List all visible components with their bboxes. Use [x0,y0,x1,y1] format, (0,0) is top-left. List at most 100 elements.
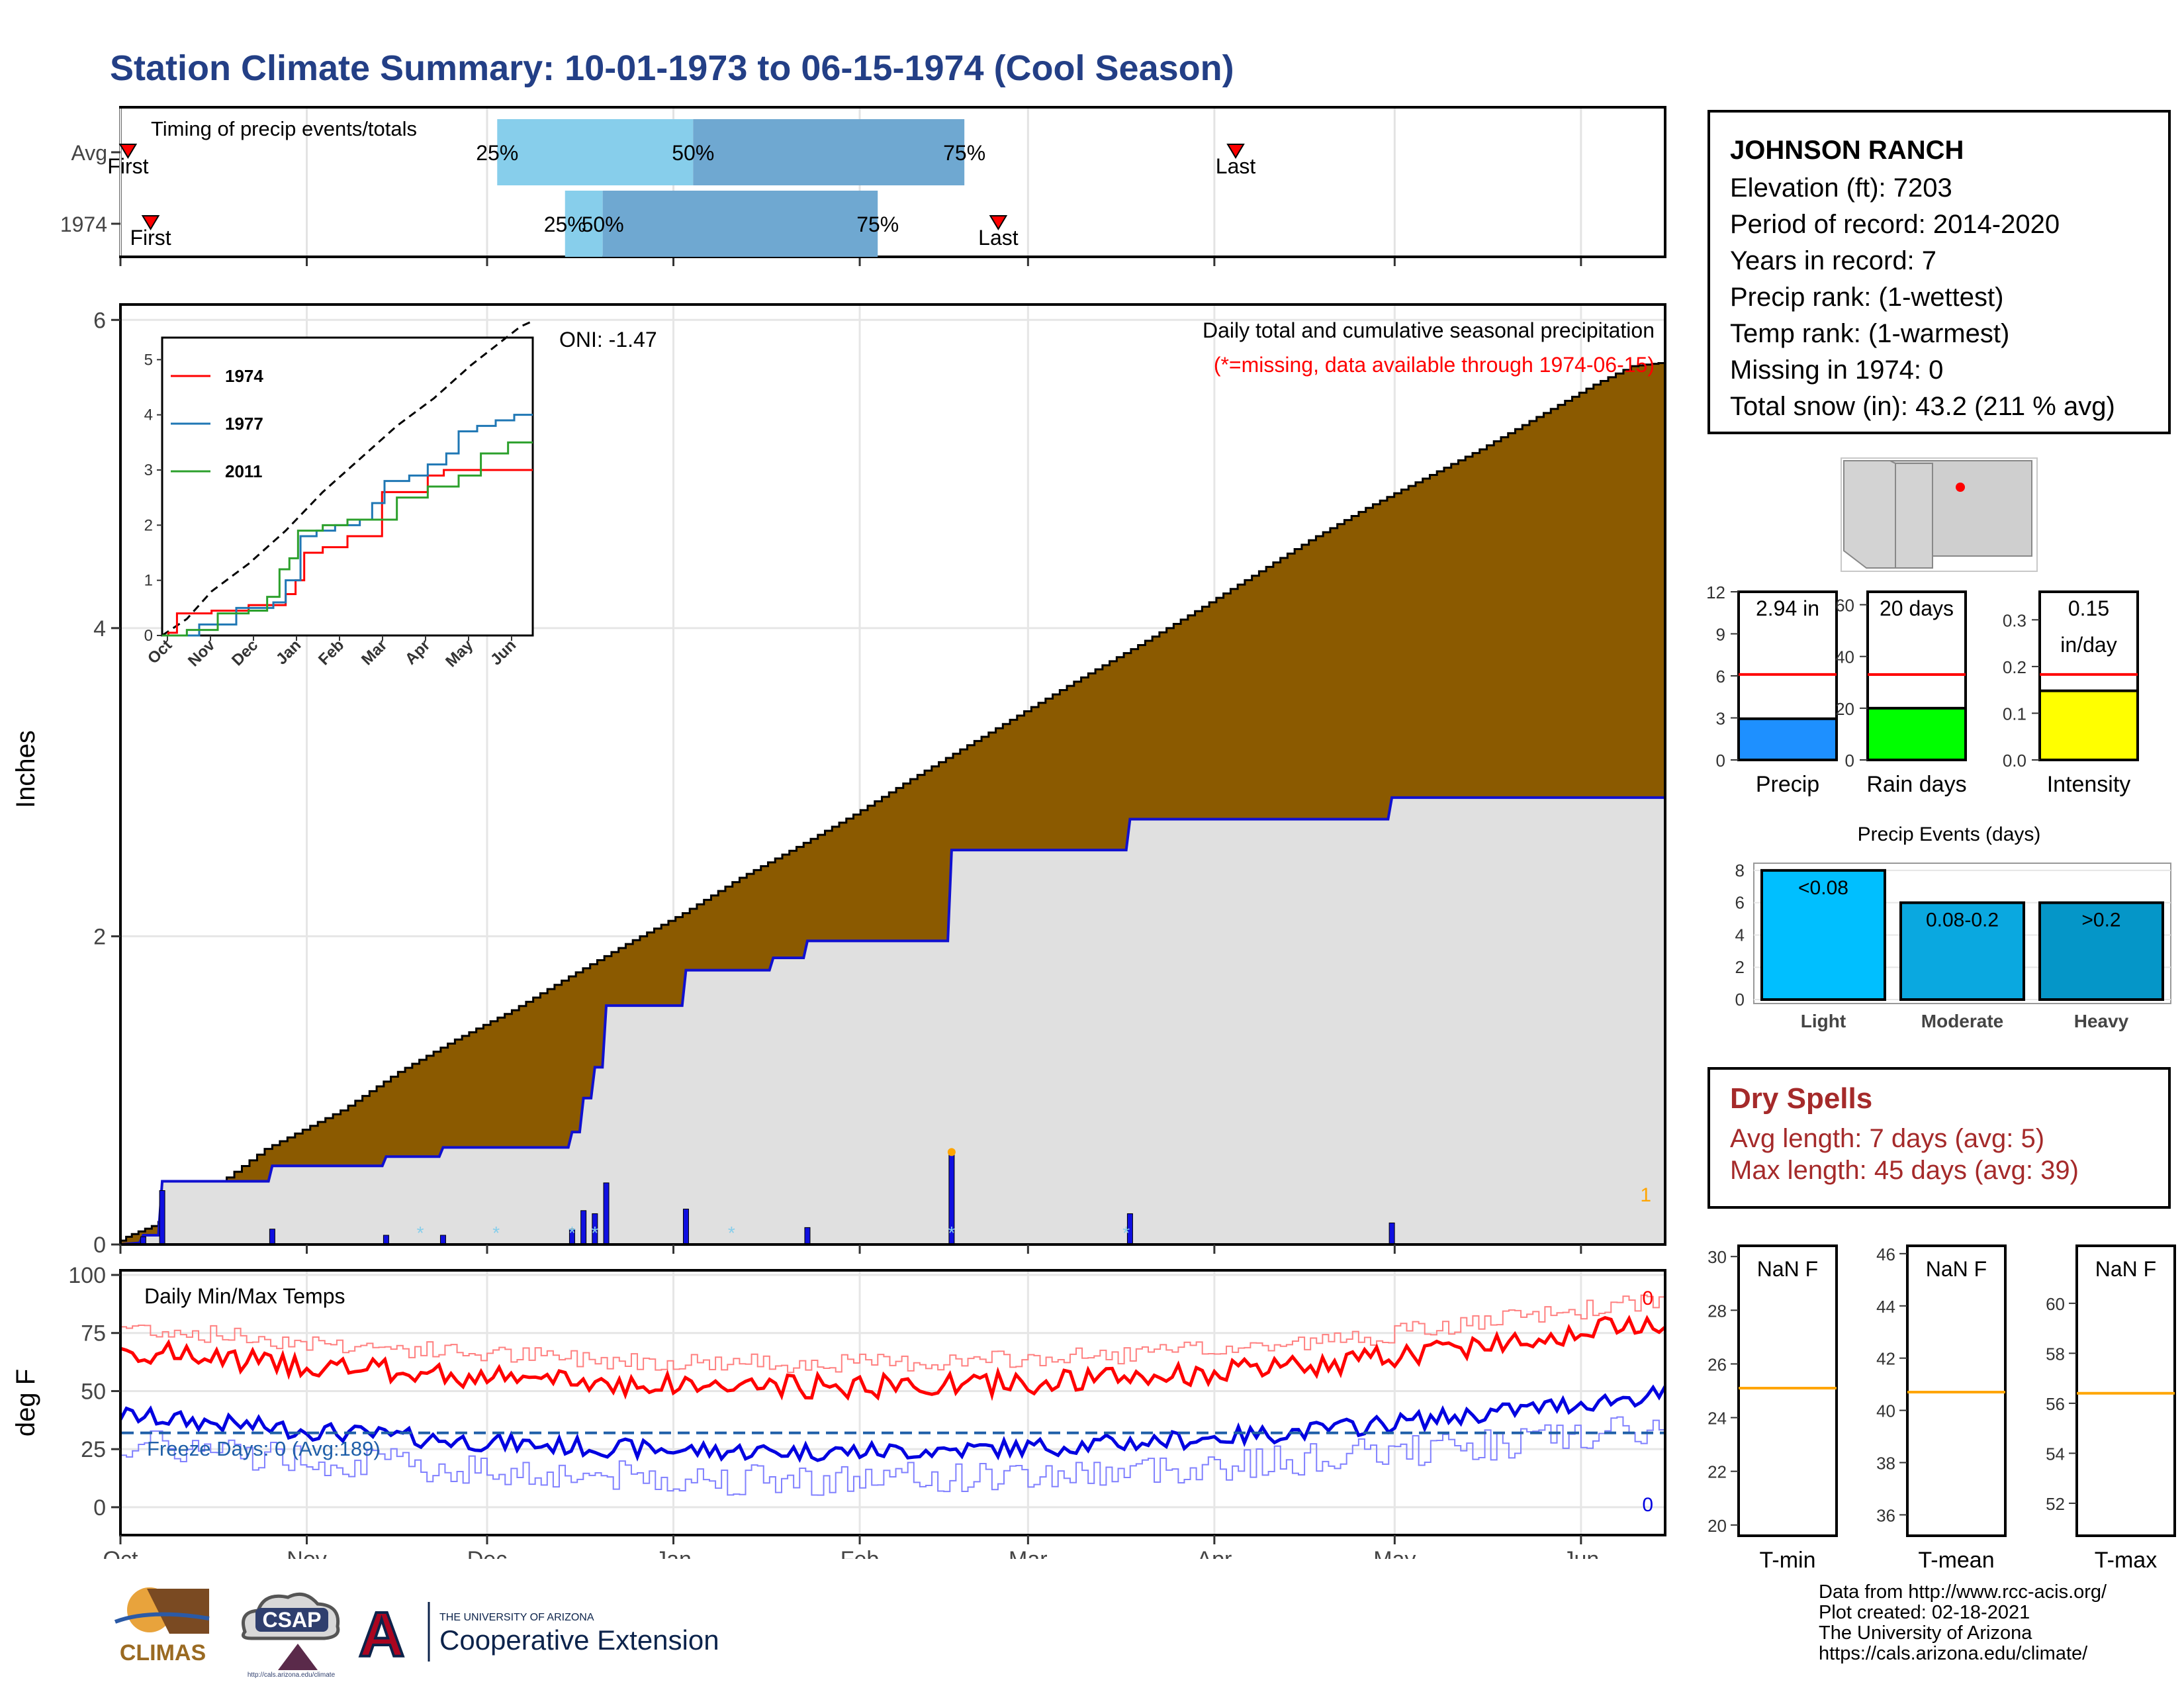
timing-first-marker [141,215,160,230]
timing-first-label: First [107,154,148,178]
max-precip-marker [947,1148,956,1156]
csap-wordmark: CSAP [263,1608,322,1632]
timing-row-label: 1974 [60,212,107,236]
min-temp-1974-line [118,1384,1667,1463]
temp-summary-value: NaN F [1926,1257,1987,1281]
snow-marker: * [492,1223,500,1243]
temp-summary-ytick-label: 30 [1707,1247,1727,1267]
temp-summary-ytick-label: 60 [2046,1294,2065,1314]
events-ytick-label: 6 [1735,893,1745,913]
dry-spells-title: Dry Spells [1730,1082,1873,1115]
temp-xtick-label: Feb [841,1547,880,1559]
timing-title: Timing of precip events/totals [151,117,417,140]
events-title: Precip Events (days) [1858,823,2041,845]
events-bar [2038,901,2164,1001]
precip-ytick-label: 0 [93,1233,106,1258]
timing-quartile-bar-dark [602,191,878,257]
timing-last-label: Last [978,226,1019,250]
daily-precip-bar [159,1190,165,1245]
inset-ytick-label: 1 [144,572,153,590]
summary-ytick-label: 12 [1706,583,1725,602]
temp-xtick-label: May [1373,1547,1416,1559]
map-new-mexico [1895,463,1933,569]
station-missing: Missing in 1974: 0 [1730,355,1944,385]
temp-ytick-label: 25 [81,1437,106,1462]
events-ytick-label: 4 [1735,925,1745,945]
csap-url: http://cals.arizona.edu/climate [248,1671,336,1678]
inset-ytick-label: 5 [144,351,153,369]
temp-summary-label: T-mean [1918,1548,1994,1573]
temp-summary-value: NaN F [1757,1257,1818,1281]
summary-label: Rain days [1866,772,1966,797]
timing-q50-label: 50% [582,212,624,236]
csap-logo: CSAP http://cals.arizona.edu/climate [242,1592,340,1678]
ua-a-icon: A [359,1599,404,1668]
climas-wordmark: CLIMAS [120,1640,206,1665]
summary-value: 0.15 [2068,596,2109,620]
dry-spells-box: Dry Spells Avg length: 7 days (avg: 5) M… [1707,1067,2171,1209]
summary-ytick-label: 0.0 [2003,751,2026,771]
temp-xtick-label: Apr [1197,1547,1232,1559]
temp-summary-value: NaN F [2095,1257,2156,1281]
timing-q75-label: 75% [943,141,985,165]
events-bar [1760,868,1886,1001]
summary-ytick-label: 0.1 [2003,704,2026,724]
inset-legend-label: 1977 [225,414,263,434]
avg-min-temp-line [120,1416,1666,1496]
inset-ytick-label: 0 [144,627,153,645]
avg-max-temp-line [120,1294,1666,1374]
temp-summary-frame [2075,1244,2176,1537]
map-utah-colorado [1889,460,2032,557]
summary-ytick-label: 0.3 [2003,610,2026,630]
precip-chart-title: Daily total and cumulative seasonal prec… [1203,318,1655,342]
max-count-label: 0 [1642,1288,1653,1309]
csap-mountain-icon [278,1644,318,1670]
daily-precip-bar [580,1210,587,1245]
station-info-box: JOHNSON RANCH Elevation (ft): 7203 Perio… [1707,110,2171,434]
timing-q25-label: 25% [476,141,518,165]
inset-ytick-label: 2 [144,516,153,534]
summary-ytick-label: 60 [1835,596,1854,616]
temp-summary-ytick-label: 24 [1707,1409,1727,1429]
max-temp-1974-line [120,1315,1666,1401]
temp-xtick-label: Nov [287,1547,326,1559]
snow-marker: * [1122,1223,1130,1243]
precip-ylabel: Inches [11,730,40,808]
precip-chart-note: (*=missing, data available through 1974-… [1214,353,1655,377]
summary-bar [2038,689,2139,761]
temp-xtick-label: Mar [1009,1547,1048,1559]
temp-summary-ytick-label: 22 [1707,1462,1727,1482]
precip-chart: * * * * * * * 0 2 4 6 Inches Daily total and cumu… [11,303,1666,1258]
timing-last-marker [989,215,1008,230]
summary-ytick-label: 40 [1835,647,1854,667]
snow-marker: * [417,1223,424,1243]
map-arizona [1843,460,1896,569]
station-name: JOHNSON RANCH [1730,136,1964,165]
events-bar-label: 0.08-0.2 [1926,910,1999,931]
right-marker: 1 [1640,1184,1651,1206]
events-ytick-label: 2 [1735,957,1745,977]
temp-summary-ytick-label: 46 [1876,1244,1895,1264]
temp-chart-title: Daily Min/Max Temps [144,1284,345,1308]
summary-ytick-label: 0 [1716,751,1725,771]
station-elevation: Elevation (ft): 7203 [1730,173,1952,203]
temp-summary-bars: NaN F T-min 20 22 24 26 28 30 NaN F T-mean 36 38 40 4… [1707,1244,2176,1573]
events-bar-label: <0.08 [1798,877,1848,899]
inset-average-line [161,320,533,637]
timing-panel: Timing of precip events/totals Avg 25% 50%… [60,106,1666,266]
inset-ytick-label: 3 [144,461,153,479]
temp-summary-ytick-label: 54 [2046,1444,2065,1464]
summary-ytick-label: 9 [1716,625,1725,645]
temp-summary-ytick-label: 20 [1707,1516,1727,1536]
oni-label: ONI: -1.47 [559,328,657,352]
ua-big-text: Cooperative Extension [439,1624,719,1656]
snow-marker: * [569,1223,576,1243]
min-count-label: 0 [1642,1494,1653,1516]
station-temp-rank: Temp rank: (1-warmest) [1730,319,2010,348]
temp-ytick-label: 0 [93,1495,106,1521]
temp-summary-ytick-label: 44 [1876,1297,1895,1317]
daily-precip-bar [269,1229,275,1245]
daily-precip-bar [383,1235,389,1245]
page-title: Station Climate Summary: 10-01-1973 to 0… [110,48,1234,88]
summary-label: Precip [1756,772,1819,797]
